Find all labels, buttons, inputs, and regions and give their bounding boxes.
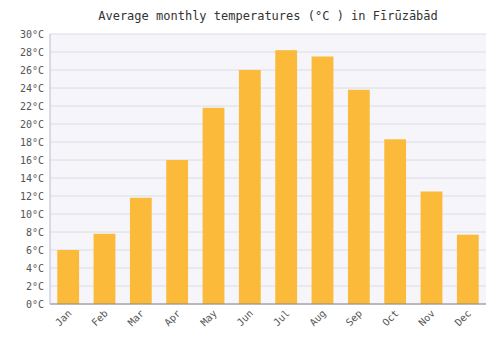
- bar: [203, 108, 225, 304]
- x-tick-label: Mar: [126, 308, 147, 329]
- x-tick-label: Nov: [416, 308, 437, 329]
- y-tick-label: 20°C: [20, 119, 44, 130]
- y-tick-label: 8°C: [26, 227, 44, 238]
- grid-line: [50, 70, 486, 71]
- x-tick-label: Jul: [271, 308, 292, 329]
- grid-line: [50, 304, 486, 305]
- chart-container: Average monthly temperatures (°C ) in Fī…: [0, 0, 500, 350]
- y-tick-label: 0°C: [26, 299, 44, 310]
- y-tick-label: 14°C: [20, 173, 44, 184]
- x-tick-label: Jun: [235, 308, 256, 329]
- grid-line: [50, 124, 486, 125]
- bar: [421, 192, 443, 305]
- y-tick-label: 28°C: [20, 47, 44, 58]
- bar: [57, 250, 79, 304]
- y-tick-label: 4°C: [26, 263, 44, 274]
- y-tick-label: 24°C: [20, 83, 44, 94]
- x-axis: Jan Feb Mar Apr May Jun Jul Aug Sep Oct Nov Dec: [53, 308, 473, 329]
- x-axis-line: [50, 304, 486, 305]
- grid-line: [50, 178, 486, 179]
- x-tick-label: Aug: [307, 308, 328, 329]
- bar: [312, 57, 334, 305]
- plot-background: [50, 34, 486, 304]
- bar: [239, 70, 261, 304]
- bar: [275, 50, 297, 304]
- y-axis-line: [50, 34, 51, 304]
- grid-line: [50, 88, 486, 89]
- y-tick-label: 16°C: [20, 155, 44, 166]
- bars: [57, 50, 478, 304]
- grid-line: [50, 142, 486, 143]
- chart-svg: Average monthly temperatures (°C ) in Fī…: [0, 0, 500, 350]
- bar: [166, 160, 188, 304]
- grid-line: [50, 160, 486, 161]
- x-tick-label: Jan: [53, 308, 74, 329]
- bar: [94, 234, 116, 304]
- x-tick-label: May: [198, 308, 219, 329]
- y-axis: 0°C 2°C 4°C 6°C 8°C 10°C 12°C 14°C 16°C 18°C 20°C 2…: [20, 29, 486, 310]
- bar: [457, 235, 479, 304]
- grid-line: [50, 106, 486, 107]
- bar: [384, 139, 406, 304]
- y-tick-label: 30°C: [20, 29, 44, 40]
- y-tick-label: 22°C: [20, 101, 44, 112]
- y-tick-label: 26°C: [20, 65, 44, 76]
- y-tick-label: 2°C: [26, 281, 44, 292]
- y-tick-label: 6°C: [26, 245, 44, 256]
- title: Average monthly temperatures (°C ) in Fī…: [98, 9, 438, 23]
- y-tick-label: 18°C: [20, 137, 44, 148]
- y-tick-label: 10°C: [20, 209, 44, 220]
- bar: [130, 198, 152, 304]
- x-tick-label: Oct: [380, 308, 401, 329]
- grid-line: [50, 34, 486, 35]
- x-tick-label: Feb: [89, 308, 110, 329]
- bar: [348, 90, 370, 304]
- x-tick-label: Apr: [162, 308, 183, 329]
- y-tick-label: 12°C: [20, 191, 44, 202]
- x-tick-label: Sep: [344, 308, 365, 329]
- grid-line: [50, 52, 486, 53]
- x-tick-label: Dec: [453, 308, 474, 329]
